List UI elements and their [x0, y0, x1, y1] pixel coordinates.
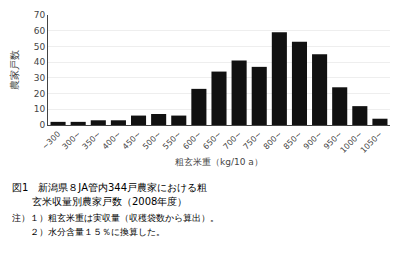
svg-text:70: 70: [34, 10, 46, 20]
svg-text:500~: 500~: [141, 129, 163, 151]
svg-text:２）水分含量１５％に換算した。: ２）水分含量１５％に換算した。: [12, 227, 165, 237]
svg-text:1050~: 1050~: [359, 129, 385, 155]
svg-text:650~: 650~: [201, 129, 223, 151]
svg-text:550~: 550~: [161, 129, 183, 151]
svg-text:~300: ~300: [40, 129, 62, 151]
svg-text:農家戸数: 農家戸数: [9, 50, 20, 90]
svg-text:300~: 300~: [61, 129, 83, 151]
svg-text:600~: 600~: [181, 129, 203, 151]
svg-text:粗玄米重（kg/10 a）: 粗玄米重（kg/10 a）: [175, 157, 263, 167]
svg-text:40: 40: [34, 57, 46, 67]
svg-text:450~: 450~: [121, 129, 143, 151]
svg-text:0: 0: [39, 120, 45, 130]
svg-text:700~: 700~: [221, 129, 243, 151]
svg-text:注）１）粗玄米重は実収量（収穫袋数から算出）。: 注）１）粗玄米重は実収量（収穫袋数から算出）。: [12, 213, 219, 223]
svg-text:850~: 850~: [282, 129, 304, 151]
svg-text:950~: 950~: [322, 129, 344, 151]
svg-text:20: 20: [34, 89, 46, 99]
svg-text:60: 60: [34, 26, 46, 36]
svg-text:1000~: 1000~: [339, 129, 365, 155]
svg-text:10: 10: [34, 104, 46, 114]
svg-text:図1 新潟県８JA管内344戸農家における粗: 図1 新潟県８JA管内344戸農家における粗: [12, 182, 207, 193]
svg-text:900~: 900~: [302, 129, 324, 151]
svg-text:800~: 800~: [262, 129, 284, 151]
svg-text:750~: 750~: [242, 129, 264, 151]
svg-text:350~: 350~: [81, 129, 103, 151]
svg-text:50: 50: [34, 42, 46, 52]
svg-text:400~: 400~: [101, 129, 123, 151]
svg-text:30: 30: [34, 73, 46, 83]
svg-text:玄米収量別農家戸数（2008年度）: 玄米収量別農家戸数（2008年度）: [12, 196, 187, 207]
